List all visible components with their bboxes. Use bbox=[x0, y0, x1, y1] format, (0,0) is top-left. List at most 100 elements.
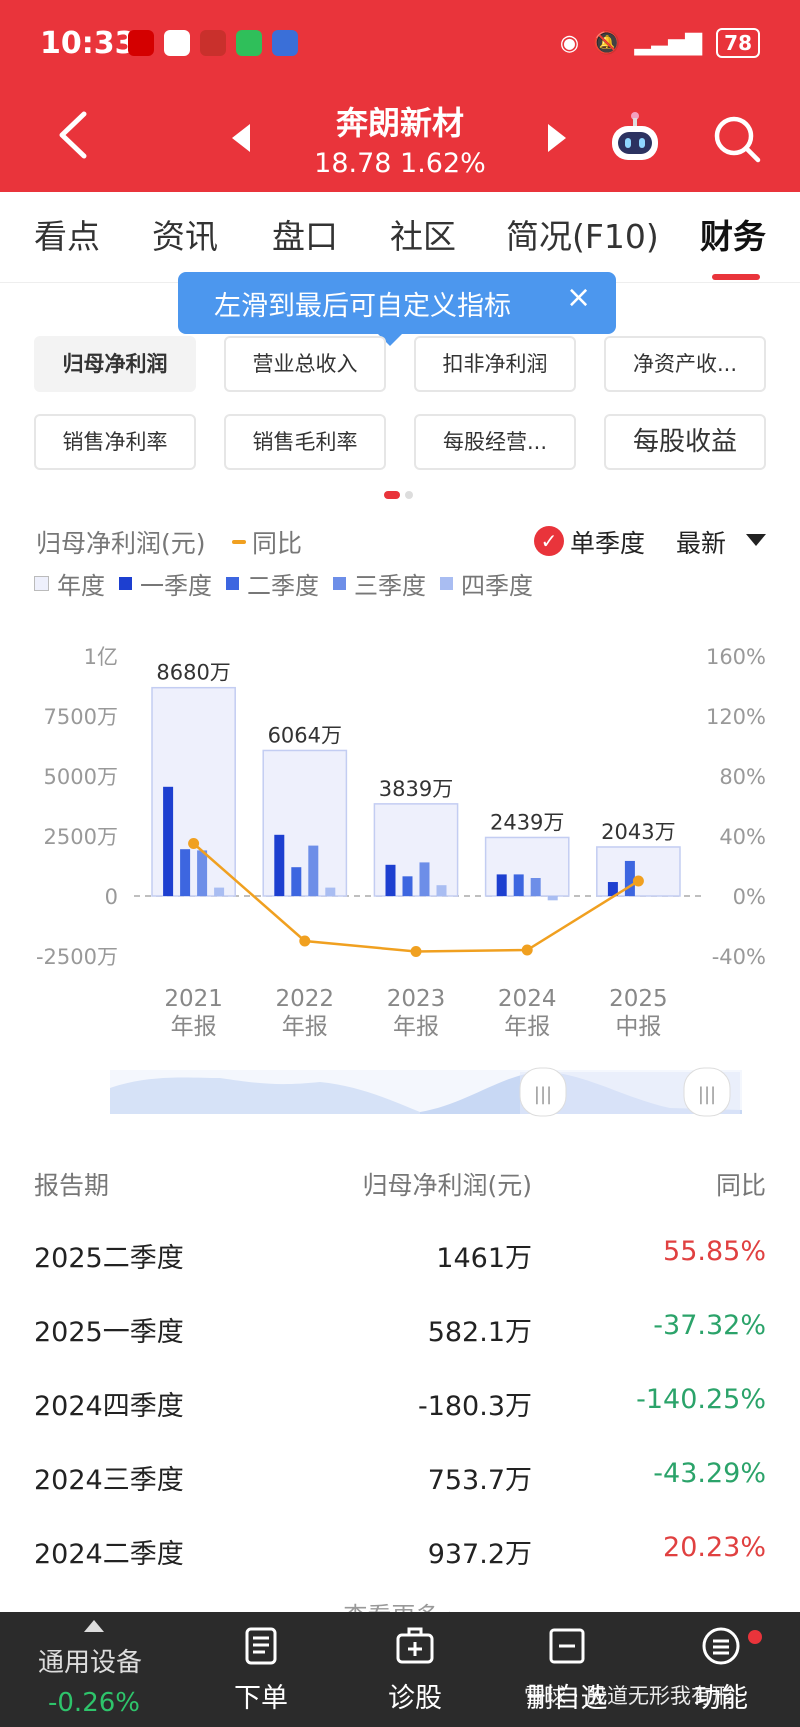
status-time: 10:33 bbox=[40, 26, 136, 61]
y-right-tick: 0% bbox=[733, 885, 766, 909]
indicator-roe[interactable]: 净资产收... bbox=[604, 336, 766, 392]
yoy-point bbox=[632, 875, 644, 887]
order-icon bbox=[245, 1627, 277, 1665]
stock-price: 18.78 1.62% bbox=[314, 148, 486, 179]
menu-circle-icon bbox=[702, 1627, 740, 1665]
quarter-bar bbox=[163, 786, 174, 896]
indicator-operating-cashflow[interactable]: 每股经营... bbox=[414, 414, 576, 470]
tab-news[interactable]: 资讯 bbox=[152, 217, 218, 256]
row-yoy: -37.32% bbox=[653, 1310, 766, 1341]
sector-label[interactable]: 通用设备 bbox=[38, 1648, 143, 1678]
yoy-point bbox=[521, 944, 533, 956]
row-value: 753.7万 bbox=[427, 1465, 532, 1496]
expand-up-icon[interactable] bbox=[84, 1620, 104, 1632]
row-value: 582.1万 bbox=[427, 1317, 532, 1348]
row-period: 2024三季度 bbox=[34, 1465, 184, 1496]
eye-icon: ◉ bbox=[559, 30, 580, 56]
slider-handle-right: ||| bbox=[683, 1067, 731, 1117]
x-tick-year: 2021 bbox=[164, 986, 223, 1012]
legend-annual: 年度 bbox=[34, 566, 105, 601]
annual-value-label: 6064万 bbox=[268, 723, 342, 747]
x-tick-period: 年报 bbox=[282, 1014, 328, 1040]
quarter-bar bbox=[385, 864, 396, 896]
legend-q1: 一季度 bbox=[119, 566, 212, 601]
dropdown-caret-icon[interactable] bbox=[746, 534, 766, 546]
mute-icon: 🔕 bbox=[593, 30, 621, 56]
battery-level: 78 bbox=[716, 28, 760, 58]
tooltip-text: 左滑到最后可自定义指标 bbox=[214, 291, 511, 322]
quarter-bar bbox=[214, 887, 225, 896]
row-yoy: 55.85% bbox=[663, 1236, 766, 1267]
check-icon[interactable]: ✓ bbox=[534, 526, 564, 556]
quarter-bar bbox=[547, 896, 558, 901]
row-period: 2025二季度 bbox=[34, 1243, 184, 1274]
quarter-bar bbox=[513, 874, 524, 896]
tab-highlights[interactable]: 看点 bbox=[34, 217, 100, 256]
page-dot bbox=[405, 491, 413, 499]
hint-tooltip: 左滑到最后可自定义指标 × bbox=[178, 272, 616, 346]
tab-finance[interactable]: 财务 bbox=[700, 217, 766, 256]
quarter-bar bbox=[419, 862, 430, 896]
legend-q2: 二季度 bbox=[226, 566, 319, 601]
watermark: 雪球 · 股道无形我有形 bbox=[524, 1684, 734, 1708]
header: 10:33 ◉ 🔕 ▂▃▅▇ 78 奔朗新材 18.78 1.62% bbox=[0, 0, 800, 192]
y-left-tick: 7500万 bbox=[44, 705, 118, 729]
row-value: -180.3万 bbox=[417, 1391, 532, 1422]
tab-profile[interactable]: 简况(F10) bbox=[506, 217, 659, 256]
y-left-tick: 1亿 bbox=[84, 645, 118, 669]
tab-community[interactable]: 社区 bbox=[390, 217, 456, 256]
robot-assistant-icon[interactable] bbox=[608, 110, 662, 164]
single-quarter-toggle[interactable]: 单季度 bbox=[570, 529, 646, 558]
quarter-bar bbox=[180, 849, 191, 896]
x-tick-period: 年报 bbox=[504, 1014, 550, 1040]
tab-orderbook[interactable]: 盘口 bbox=[272, 217, 338, 256]
th-period: 报告期 bbox=[34, 1171, 110, 1200]
indicator-eps[interactable]: 每股收益 bbox=[604, 414, 766, 470]
back-arrow-icon[interactable] bbox=[54, 110, 94, 160]
quarter-bar bbox=[402, 876, 413, 896]
yoy-point bbox=[188, 838, 200, 849]
indicator-net-margin[interactable]: 销售净利率 bbox=[34, 414, 196, 470]
medical-kit-icon bbox=[396, 1627, 434, 1664]
diagnose-button[interactable]: 诊股 bbox=[360, 1626, 470, 1715]
th-value: 归母净利润(元) bbox=[362, 1171, 532, 1200]
annual-value-label: 2043万 bbox=[601, 820, 675, 844]
close-icon[interactable]: × bbox=[566, 280, 592, 315]
next-stock-icon[interactable] bbox=[548, 124, 566, 152]
profit-chart: -2500万 0 2500万 5000万 7500万 1亿 -40% 0% 40% 80% 120%… bbox=[36, 645, 766, 1040]
period-select[interactable]: 最新 bbox=[676, 529, 727, 558]
status-indicators: ◉ 🔕 ▂▃▅▇ 78 bbox=[560, 28, 760, 58]
legend-q3: 三季度 bbox=[333, 566, 426, 601]
indicator-revenue[interactable]: 营业总收入 bbox=[224, 336, 386, 392]
prev-stock-icon[interactable] bbox=[232, 124, 250, 152]
row-yoy: -43.29% bbox=[653, 1458, 766, 1489]
quarter-bar bbox=[624, 860, 635, 896]
chart-legend: 年度 一季度 二季度 三季度 四季度 bbox=[34, 566, 533, 601]
tab-bar: 看点 资讯 盘口 社区 简况(F10) 财务 bbox=[0, 192, 800, 283]
range-slider[interactable]: ||| ||| bbox=[110, 1064, 742, 1120]
order-button[interactable]: 下单 bbox=[206, 1626, 316, 1715]
y-right-tick: -40% bbox=[712, 945, 766, 969]
slider-handle-left: ||| bbox=[519, 1067, 567, 1117]
search-icon[interactable] bbox=[712, 114, 762, 164]
quarter-bar bbox=[436, 885, 447, 896]
notification-dot bbox=[748, 1630, 762, 1644]
row-period: 2024二季度 bbox=[34, 1539, 184, 1570]
remove-watchlist-button[interactable]: 删自选 bbox=[512, 1626, 622, 1715]
page-dot-active bbox=[384, 491, 400, 499]
indicator-deducted-profit[interactable]: 扣非净利润 bbox=[414, 336, 576, 392]
quarter-bar bbox=[496, 874, 507, 896]
row-value: 1461万 bbox=[436, 1243, 532, 1274]
stock-name: 奔朗新材 bbox=[335, 104, 464, 142]
app-icon-notification bbox=[200, 30, 226, 56]
indicator-net-profit[interactable]: 归母净利润 bbox=[34, 336, 196, 392]
row-period: 2024四季度 bbox=[34, 1391, 184, 1422]
indicator-gross-margin[interactable]: 销售毛利率 bbox=[224, 414, 386, 470]
x-tick-year: 2025 bbox=[609, 986, 668, 1012]
functions-button[interactable]: 功能 bbox=[666, 1626, 776, 1715]
x-tick-period: 年报 bbox=[393, 1014, 439, 1040]
th-yoy: 同比 bbox=[715, 1171, 766, 1200]
x-tick-year: 2022 bbox=[276, 986, 335, 1012]
y-left-tick: 2500万 bbox=[44, 825, 118, 849]
svg-text:|||: ||| bbox=[698, 1084, 716, 1105]
